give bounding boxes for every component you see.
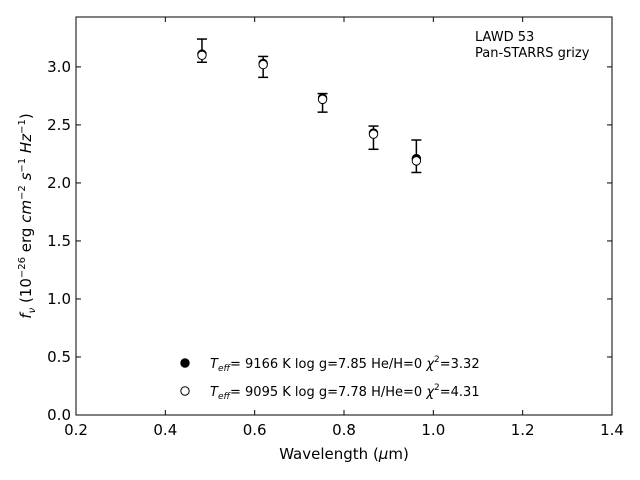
- y-axis-ticks: 0.0 0.5 1.0 1.5 2.0 2.5 3.0: [47, 58, 612, 424]
- legend-label-1: Teff= 9095 K log g=7.78 H/He=0 χ2=4.31: [210, 383, 480, 402]
- x-axis-ticks: 0.2 0.4 0.6 0.8 1.0 1.2 1.4: [64, 17, 624, 439]
- legend: Teff= 9166 K log g=7.85 He/H=0 χ2=3.32 Te…: [180, 355, 480, 402]
- annotation-survey: Pan-STARRS grizy: [475, 46, 590, 61]
- x-axis-title-mu: μ: [378, 445, 389, 463]
- x-axis-title-text: Wavelength (: [279, 445, 379, 463]
- open-point-2: [317, 94, 328, 105]
- data-marks: [196, 38, 422, 174]
- legend-marker-1: [180, 386, 190, 396]
- plot-frame: [75, 16, 613, 416]
- x-tick-label-0: 0.2: [64, 421, 88, 439]
- y-axis-title: fν (10−26 erg cm−2 s−1 Hz−1): [17, 113, 38, 318]
- y-tick-label-1: 0.5: [47, 348, 71, 366]
- x-tick-label-4: 1.0: [421, 421, 445, 439]
- open-point-1: [258, 59, 268, 70]
- x-tick-label-3: 0.8: [332, 421, 356, 439]
- open-point-3: [368, 129, 379, 139]
- x-axis-title-unit: m): [388, 445, 408, 463]
- y-tick-label-6: 3.0: [47, 58, 71, 76]
- x-tick-label-1: 0.4: [153, 421, 177, 439]
- y-tick-label-5: 2.5: [47, 116, 71, 134]
- x-tick-label-5: 1.2: [511, 421, 535, 439]
- y-tick-label-2: 1.0: [47, 290, 71, 308]
- y-tick-label-4: 2.0: [47, 174, 71, 192]
- x-tick-label-2: 0.6: [243, 421, 267, 439]
- x-axis-title: Wavelength (μm): [279, 445, 409, 463]
- open-point-4: [411, 156, 422, 166]
- open-point-0: [197, 50, 207, 60]
- y-tick-label-0: 0.0: [47, 406, 71, 424]
- annotation-star-name: LAWD 53: [475, 30, 534, 45]
- x-tick-label-6: 1.4: [600, 421, 624, 439]
- legend-marker-0: [180, 358, 190, 368]
- y-tick-label-3: 1.5: [47, 232, 71, 250]
- legend-label-0: Teff= 9166 K log g=7.85 He/H=0 χ2=3.32: [210, 355, 480, 374]
